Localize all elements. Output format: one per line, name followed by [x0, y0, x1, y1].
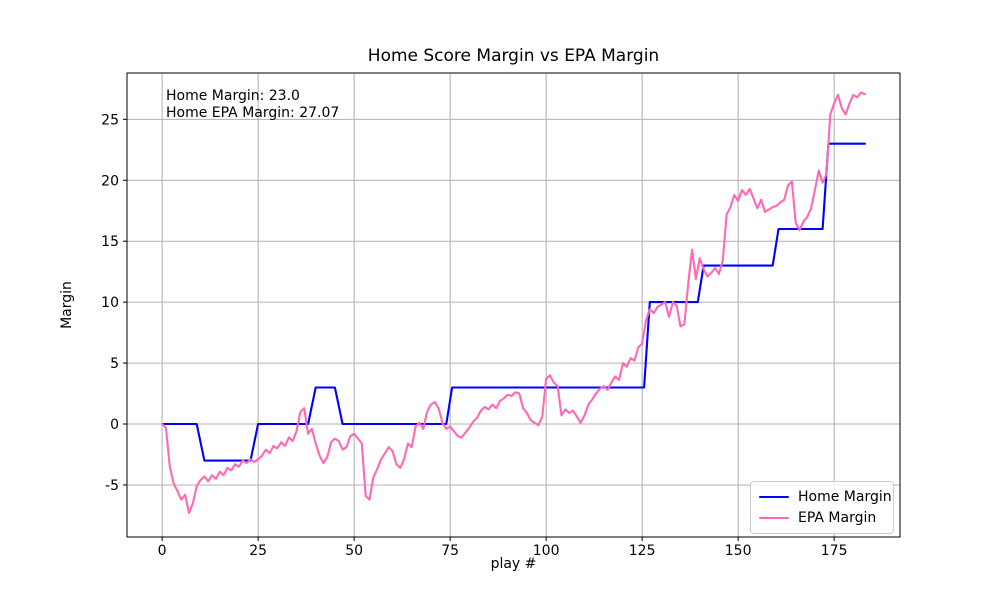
- svg-text:100: 100: [533, 543, 560, 559]
- svg-text:50: 50: [345, 543, 363, 559]
- svg-text:175: 175: [821, 543, 848, 559]
- x-axis-label: play #: [490, 556, 537, 572]
- svg-text:-5: -5: [105, 478, 119, 494]
- y-axis-label: Margin: [59, 281, 75, 329]
- svg-text:150: 150: [725, 543, 752, 559]
- svg-text:15: 15: [101, 234, 119, 250]
- svg-text:125: 125: [629, 543, 656, 559]
- svg-text:0: 0: [158, 543, 167, 559]
- annotation-home-margin: Home Margin: 23.0: [166, 88, 300, 104]
- legend-item-home-margin: Home Margin: [751, 486, 893, 507]
- epa-margin-line-swatch: [759, 516, 789, 519]
- svg-text:25: 25: [101, 112, 119, 128]
- annotation-epa-margin: Home EPA Margin: 27.07: [166, 105, 340, 121]
- chart-title: Home Score Margin vs EPA Margin: [367, 46, 660, 66]
- svg-text:75: 75: [441, 543, 459, 559]
- svg-text:20: 20: [101, 173, 119, 189]
- legend-item-epa-margin: EPA Margin: [751, 507, 893, 528]
- svg-text:0: 0: [110, 417, 119, 433]
- legend-label-home-margin: Home Margin: [798, 488, 892, 505]
- legend: Home Margin EPA Margin: [750, 481, 894, 534]
- svg-text:10: 10: [101, 295, 119, 311]
- svg-text:25: 25: [249, 543, 267, 559]
- home-margin-line-swatch: [759, 495, 789, 498]
- svg-text:5: 5: [110, 356, 119, 372]
- annotation-box: Home Margin: 23.0 Home EPA Margin: 27.07: [166, 88, 339, 122]
- legend-label-epa-margin: EPA Margin: [798, 509, 877, 526]
